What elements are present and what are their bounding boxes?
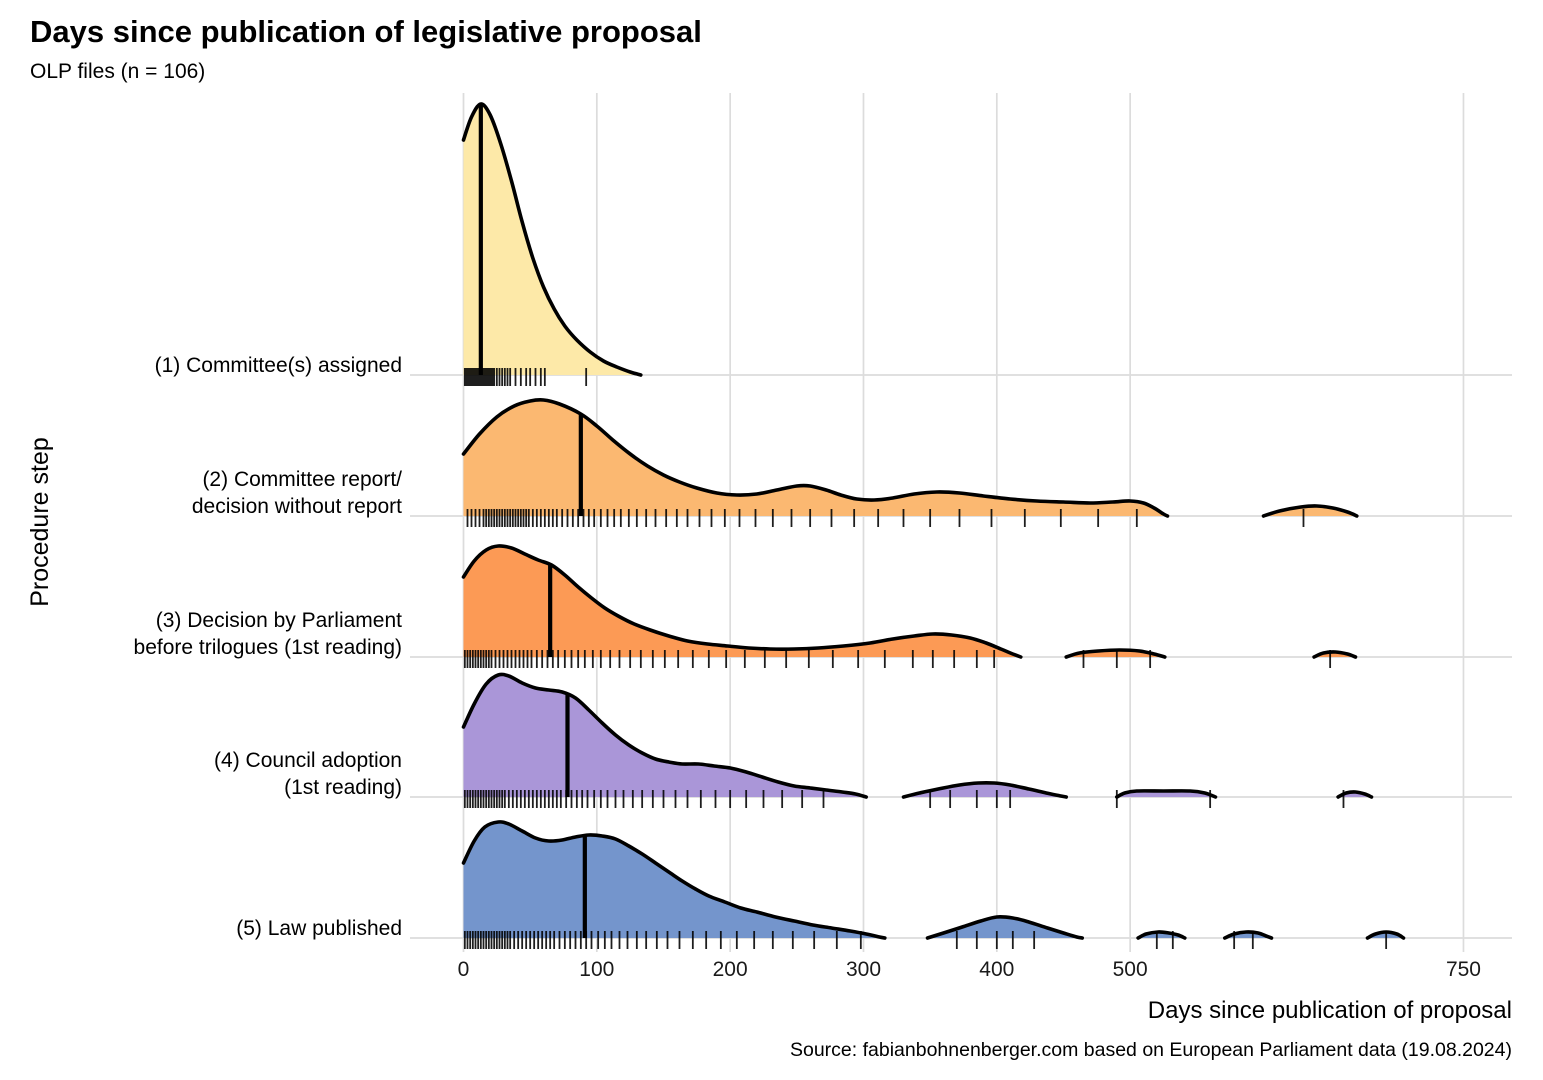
ridge-row-5 xyxy=(461,820,1406,949)
density-area xyxy=(463,821,885,938)
plot-panel xyxy=(410,93,1512,952)
density-outline xyxy=(461,398,1170,518)
density-outline xyxy=(901,780,1068,799)
row-label-line: decision without report xyxy=(191,495,402,518)
row-label-line: (5) Law published xyxy=(236,917,402,940)
density-area xyxy=(903,782,1067,797)
row-label-2: (2) Committee report/decision without re… xyxy=(192,466,402,520)
density-outline xyxy=(461,672,868,799)
rug-marks xyxy=(463,790,1345,808)
row-label-line: before trilogues (1st reading) xyxy=(133,636,402,659)
rug-marks xyxy=(463,368,588,386)
x-tick-label: 500 xyxy=(1112,958,1148,981)
density-area xyxy=(463,545,1021,657)
rug-marks xyxy=(463,931,1388,949)
y-axis-title: Procedure step xyxy=(26,437,54,607)
x-tick-label: 400 xyxy=(979,958,1015,981)
x-tick-label: 750 xyxy=(1445,958,1481,981)
row-label-line: (2) Committee report/ xyxy=(202,468,402,491)
density-outline xyxy=(461,820,887,940)
density-outline xyxy=(1064,648,1167,659)
density-area xyxy=(463,674,867,797)
x-tick-label: 0 xyxy=(457,958,470,981)
density-area xyxy=(927,916,1083,938)
x-tick-label: 200 xyxy=(712,958,748,981)
row-label-5: (5) Law published xyxy=(236,915,402,942)
ridge-row-2 xyxy=(461,398,1359,527)
ridge-row-3 xyxy=(461,544,1358,668)
row-label-line: (4) Council adoption xyxy=(214,749,402,772)
chart-subtitle: OLP files (n = 106) xyxy=(30,60,206,83)
row-label-3: (3) Decision by Parliament before trilogu… xyxy=(134,607,402,661)
row-label-1: (1) Committee(s) assigned xyxy=(155,352,402,379)
density-outline xyxy=(1312,650,1358,659)
row-label-4: (4) Council adoption (1st reading) xyxy=(214,747,402,801)
density-outline xyxy=(1261,504,1359,518)
rug-marks xyxy=(463,650,1332,668)
x-tick-label: 300 xyxy=(845,958,882,981)
rug-marks xyxy=(466,509,1305,527)
x-axis-title: Days since publication of proposal xyxy=(1147,997,1512,1024)
density-outline xyxy=(461,102,643,377)
density-outline xyxy=(461,544,1023,659)
row-label-line: (1st reading) xyxy=(284,776,402,799)
ridge-row-4 xyxy=(461,672,1374,808)
density-area xyxy=(463,103,641,375)
row-label-line: (1) Committee(s) assigned xyxy=(154,354,402,377)
ridge-row-1 xyxy=(461,102,643,386)
density-outline xyxy=(1136,930,1187,940)
density-outline xyxy=(1115,789,1218,799)
row-label-line: (3) Decision by Parliament xyxy=(155,609,402,632)
source-caption: Source: fabianbohnenberger.com based on … xyxy=(789,1039,1512,1061)
gridlines xyxy=(410,93,1512,952)
chart-title: Days since publication of legislative pr… xyxy=(30,14,702,49)
density-area xyxy=(463,399,1168,516)
x-tick-label: 100 xyxy=(579,958,615,981)
density-outline xyxy=(925,915,1084,940)
